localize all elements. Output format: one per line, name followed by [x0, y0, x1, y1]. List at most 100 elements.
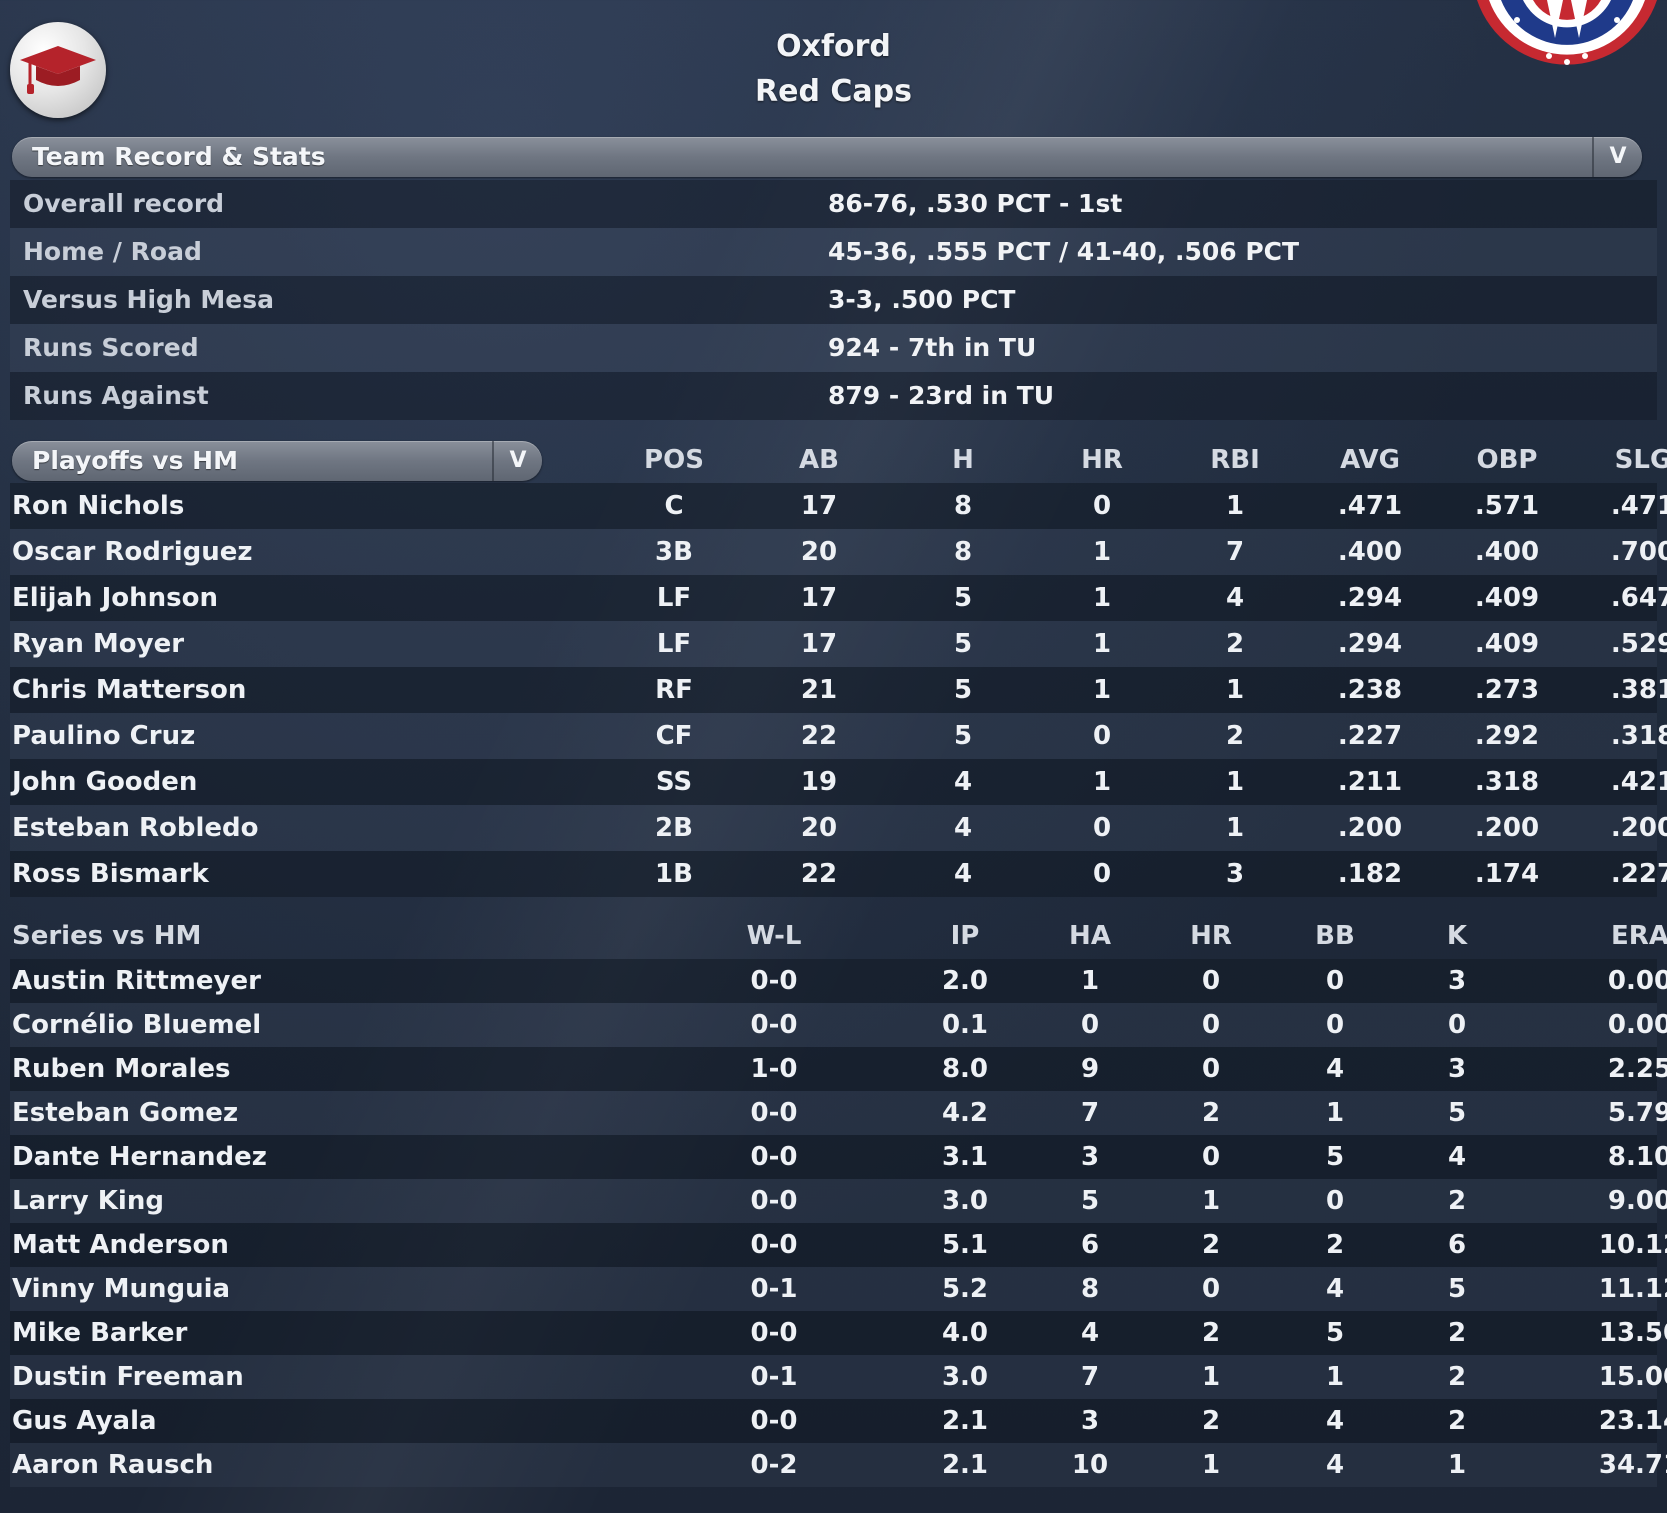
stat-cell: .200	[1474, 813, 1540, 843]
stat-cell: 1	[1092, 767, 1112, 797]
table-row[interactable]: Oscar Rodriguez 3B 20 8 1 7 .400 .400 .700	[10, 529, 1667, 575]
stat-cell: 2	[1447, 1186, 1467, 1216]
column-header[interactable]: HR	[1081, 445, 1123, 475]
team-record-dropdown[interactable]: Team Record & Stats V	[12, 137, 1642, 177]
chevron-down-icon[interactable]: V	[1592, 137, 1642, 177]
table-header-row: POS AB H HR RBI AVG OBP SLG	[10, 437, 1667, 483]
table-row[interactable]: Elijah Johnson LF 17 5 1 4 .294 .409 .647	[10, 575, 1667, 621]
player-name[interactable]: Vinny Munguia	[12, 1274, 231, 1304]
table-row[interactable]: Vinny Munguia 0-1 5.2 8 0 4 5 11.12	[10, 1267, 1667, 1311]
stat-cell: 5	[1325, 1318, 1345, 1348]
player-name[interactable]: Ryan Moyer	[12, 629, 185, 659]
player-name[interactable]: Chris Matterson	[12, 675, 247, 705]
stat-cell: 2B	[655, 813, 693, 843]
player-name[interactable]: Ruben Morales	[12, 1054, 231, 1084]
player-name[interactable]: Ross Bismark	[12, 859, 209, 889]
player-name[interactable]: Paulino Cruz	[12, 721, 196, 751]
column-header[interactable]: H	[952, 445, 974, 475]
table-row[interactable]: Ryan Moyer LF 17 5 1 2 .294 .409 .529	[10, 621, 1667, 667]
stat-cell: .421	[1610, 767, 1667, 797]
column-header[interactable]: ERA	[1611, 921, 1667, 951]
stat-cell: 0	[1447, 1010, 1467, 1040]
stat-cell: .294	[1337, 629, 1403, 659]
stat-cell: 10	[1071, 1450, 1109, 1480]
table-row[interactable]: Matt Anderson 0-0 5.1 6 2 2 6 10.12	[10, 1223, 1667, 1267]
stat-cell: 1	[1225, 813, 1245, 843]
stat-cell: 10.12	[1598, 1230, 1667, 1260]
player-name[interactable]: Gus Ayala	[12, 1406, 157, 1436]
table-row[interactable]: Cornélio Bluemel 0-0 0.1 0 0 0 0 0.00	[10, 1003, 1667, 1047]
table-row[interactable]: Gus Ayala 0-0 2.1 3 2 4 2 23.14	[10, 1399, 1667, 1443]
table-row[interactable]: Chris Matterson RF 21 5 1 1 .238 .273 .381	[10, 667, 1667, 713]
player-name[interactable]: Matt Anderson	[12, 1230, 229, 1260]
table-row[interactable]: Ruben Morales 1-0 8.0 9 0 4 3 2.25	[10, 1047, 1667, 1091]
column-header[interactable]: RBI	[1210, 445, 1260, 475]
stat-cell: .174	[1474, 859, 1540, 889]
stat-cell: 0	[1201, 1010, 1221, 1040]
table-row[interactable]: Dante Hernandez 0-0 3.1 3 0 5 4 8.10	[10, 1135, 1667, 1179]
table-row[interactable]: John Gooden SS 19 4 1 1 .211 .318 .421	[10, 759, 1667, 805]
stat-cell: 4	[1325, 1450, 1345, 1480]
table-row[interactable]: Austin Rittmeyer 0-0 2.0 1 0 0 3 0.00	[10, 959, 1667, 1003]
player-name[interactable]: Aaron Rausch	[12, 1450, 214, 1480]
column-header[interactable]: AB	[799, 445, 839, 475]
stat-cell: 1	[1447, 1450, 1467, 1480]
column-header[interactable]: OBP	[1476, 445, 1538, 475]
stat-cell: 13.50	[1598, 1318, 1667, 1348]
column-header[interactable]: AVG	[1340, 445, 1400, 475]
stat-cell: 23.14	[1598, 1406, 1667, 1436]
player-name[interactable]: Esteban Gomez	[12, 1098, 239, 1128]
record-row: Overall record 86-76, .530 PCT - 1st	[10, 180, 1657, 228]
table-row[interactable]: Ron Nichols C 17 8 0 1 .471 .571 .471	[10, 483, 1667, 529]
player-name[interactable]: Dustin Freeman	[12, 1362, 244, 1392]
stat-cell: 4	[953, 859, 973, 889]
column-header[interactable]: K	[1446, 921, 1468, 951]
stat-cell: 3	[1447, 1054, 1467, 1084]
stat-cell: 7	[1080, 1098, 1100, 1128]
player-name[interactable]: Oscar Rodriguez	[12, 537, 253, 567]
stat-cell: 17	[800, 491, 838, 521]
player-name[interactable]: Esteban Robledo	[12, 813, 259, 843]
column-header[interactable]: W-L	[746, 921, 802, 951]
table-row[interactable]: Paulino Cruz CF 22 5 0 2 .227 .292 .318	[10, 713, 1667, 759]
player-name[interactable]: Elijah Johnson	[12, 583, 219, 613]
player-name[interactable]: Cornélio Bluemel	[12, 1010, 262, 1040]
column-header[interactable]: HR	[1190, 921, 1232, 951]
table-row[interactable]: Esteban Gomez 0-0 4.2 7 2 1 5 5.79	[10, 1091, 1667, 1135]
table-row[interactable]: Larry King 0-0 3.0 5 1 0 2 9.00	[10, 1179, 1667, 1223]
column-header[interactable]: HA	[1069, 921, 1111, 951]
stat-cell: .200	[1610, 813, 1667, 843]
table-row[interactable]: Ross Bismark 1B 22 4 0 3 .182 .174 .227	[10, 851, 1667, 897]
column-header[interactable]: SLG	[1614, 445, 1667, 475]
record-label: Runs Against	[23, 381, 209, 410]
stat-cell: .700	[1610, 537, 1667, 567]
record-value: 45-36, .555 PCT / 41-40, .506 PCT	[828, 237, 1300, 266]
table-row[interactable]: Aaron Rausch 0-2 2.1 10 1 4 1 34.71	[10, 1443, 1667, 1487]
player-name[interactable]: Ron Nichols	[12, 491, 185, 521]
player-name[interactable]: Larry King	[12, 1186, 164, 1216]
player-name[interactable]: Austin Rittmeyer	[12, 966, 261, 996]
stat-cell: 3.0	[941, 1186, 989, 1216]
stat-cell: 0	[1325, 1010, 1345, 1040]
stat-cell: 2	[1325, 1230, 1345, 1260]
table-row[interactable]: Mike Barker 0-0 4.0 4 2 5 2 13.50	[10, 1311, 1667, 1355]
stat-cell: 8	[953, 537, 973, 567]
chevron-down-icon[interactable]: V	[492, 441, 542, 481]
stat-cell: 4	[1325, 1054, 1345, 1084]
stat-cell: 2	[1201, 1318, 1221, 1348]
stat-cell: .647	[1610, 583, 1667, 613]
column-header[interactable]: IP	[950, 921, 980, 951]
table-row[interactable]: Dustin Freeman 0-1 3.0 7 1 1 2 15.00	[10, 1355, 1667, 1399]
player-name[interactable]: Dante Hernandez	[12, 1142, 267, 1172]
stat-cell: 5	[1080, 1186, 1100, 1216]
table-header-row: Series vs HM W-L IP HA HR BB K ERA	[10, 913, 1667, 959]
column-header[interactable]: POS	[644, 445, 704, 475]
stat-cell: 1	[1092, 629, 1112, 659]
stat-cell: 2.1	[941, 1406, 989, 1436]
batting-split-dropdown[interactable]: Playoffs vs HM V	[12, 441, 542, 481]
player-name[interactable]: John Gooden	[12, 767, 198, 797]
column-header[interactable]: BB	[1315, 921, 1355, 951]
table-row[interactable]: Esteban Robledo 2B 20 4 0 1 .200 .200 .200	[10, 805, 1667, 851]
stat-cell: 2	[1201, 1098, 1221, 1128]
player-name[interactable]: Mike Barker	[12, 1318, 188, 1348]
